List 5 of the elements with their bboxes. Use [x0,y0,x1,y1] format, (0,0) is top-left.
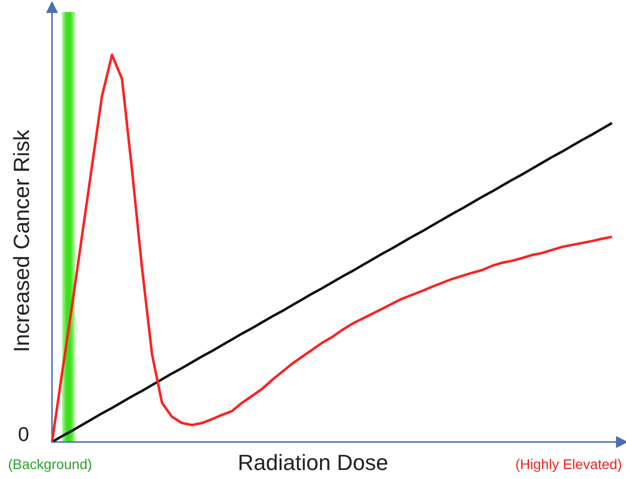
x-axis-title: Radiation Dose [238,450,388,475]
text: (Background) [8,456,92,472]
text: 0 [18,424,30,447]
y-axis-title: Increased Cancer Risk [9,128,35,354]
text: (Highly Elevated) [515,456,622,472]
